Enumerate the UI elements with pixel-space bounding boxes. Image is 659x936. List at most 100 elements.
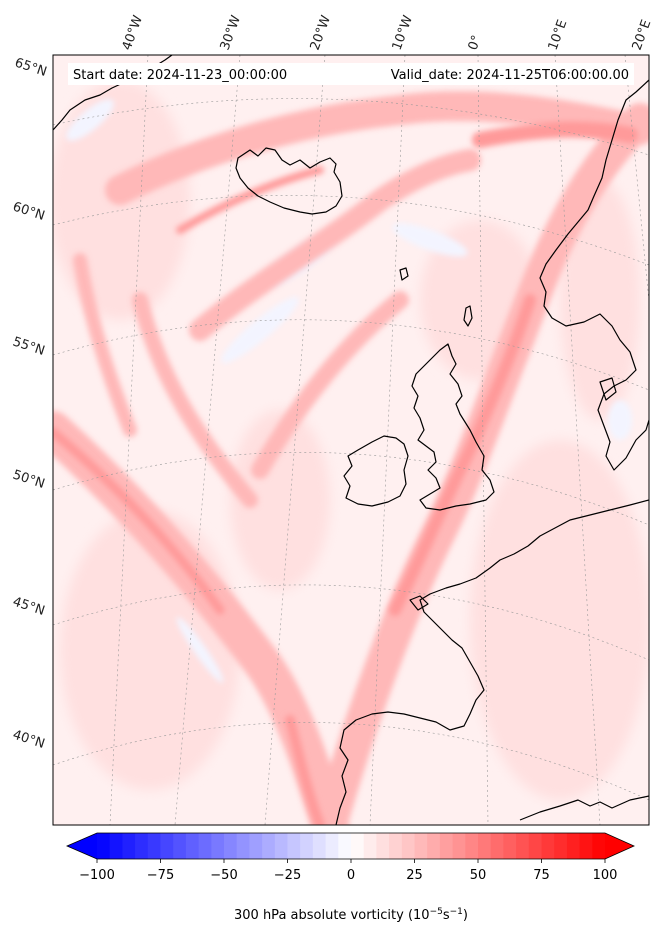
colorbar-cell xyxy=(147,833,161,859)
lon-label: 20°E xyxy=(630,18,655,53)
colorbar-cell xyxy=(249,833,263,859)
colorbar-cell xyxy=(351,833,365,859)
colorbar-label-main: 300 hPa absolute vorticity (10 xyxy=(234,908,430,923)
lat-label: 45°N xyxy=(11,595,47,619)
lat-label: 65°N xyxy=(13,56,49,80)
lon-label: 30°W xyxy=(218,13,244,52)
colorbar-label-end: ) xyxy=(463,908,468,923)
colorbar-tick-label: −25 xyxy=(274,868,301,883)
lat-label: 50°N xyxy=(11,468,47,492)
lon-label: 10°W xyxy=(390,13,416,52)
lat-label: 55°N xyxy=(11,335,47,359)
coastlines xyxy=(53,55,649,825)
colorbar-cell xyxy=(338,833,352,859)
colorbar-cell xyxy=(376,833,390,859)
coastline-great-britain xyxy=(411,343,495,511)
colorbar-cell xyxy=(389,833,403,859)
colorbar-cell xyxy=(198,833,212,859)
colorbar-cell xyxy=(312,833,327,859)
colorbar-cell xyxy=(566,833,581,859)
lon-label: 20°W xyxy=(308,13,334,52)
meridian-0 xyxy=(477,55,489,825)
colorbar-cell xyxy=(122,833,136,859)
colorbar-cell xyxy=(503,833,517,859)
colorbar-cell xyxy=(579,833,593,859)
coastline-iceland xyxy=(235,147,343,215)
colorbar-cell xyxy=(224,833,238,859)
colorbar-cell xyxy=(211,833,225,859)
valid-date-label: Valid_date: 2024-11-25T06:00:00.00 xyxy=(391,68,629,83)
colorbar-cell xyxy=(554,833,568,859)
colorbar-cell xyxy=(490,833,504,859)
lat-label: 60°N xyxy=(11,200,47,224)
vorticity-field-strong xyxy=(53,121,638,825)
colorbar-cell xyxy=(185,833,200,859)
meridian-10e xyxy=(554,55,601,825)
lon-label: 10°E xyxy=(546,18,571,53)
colorbar-cell xyxy=(262,833,276,859)
colorbar-cell xyxy=(363,833,377,859)
colorbar-extend-low xyxy=(67,833,97,859)
parallel-45n xyxy=(53,584,649,661)
colorbar-label-exp1: −5 xyxy=(430,907,443,917)
colorbar-cell xyxy=(452,833,466,859)
header-box: Start date: 2024-11-23_00:00:00 Valid_da… xyxy=(68,63,634,85)
coastline-shetland xyxy=(463,305,473,327)
colorbar-cell xyxy=(592,833,606,859)
colorbar-tick-label: −100 xyxy=(79,868,115,883)
colorbar-cell xyxy=(439,833,454,859)
colorbar-cell xyxy=(287,833,301,859)
lon-label: 0° xyxy=(466,33,485,52)
coastline-brittany xyxy=(409,595,429,611)
header-background xyxy=(68,63,634,85)
coastline-scandinavia xyxy=(539,79,649,471)
colorbar-tick-label: 75 xyxy=(533,868,550,883)
colorbar-cells xyxy=(97,833,606,859)
parallel-65n xyxy=(53,98,649,156)
colorbar-cell xyxy=(541,833,555,859)
parallel-55n xyxy=(53,319,649,391)
coastline-ireland xyxy=(343,435,409,507)
lon-label: 40°W xyxy=(120,13,146,52)
coastline-denmark xyxy=(599,377,617,401)
parallel-40n xyxy=(53,722,649,801)
map-frame xyxy=(52,54,650,826)
meridian-30w xyxy=(174,55,241,825)
colorbar-cell xyxy=(97,833,111,859)
colorbar-cell xyxy=(160,833,174,859)
colorbar-cell xyxy=(516,833,530,859)
map-panel xyxy=(53,55,649,825)
colorbar-cell xyxy=(478,833,492,859)
colorbar-tick-label: −50 xyxy=(210,868,237,883)
colorbar-cell xyxy=(427,833,441,859)
colorbar-tick-label: 0 xyxy=(347,868,355,883)
parallel-60n xyxy=(53,195,649,266)
colorbar-cell xyxy=(300,833,314,859)
colorbar-cell xyxy=(274,833,288,859)
start-date-label: Start date: 2024-11-23_00:00:00 xyxy=(73,68,287,83)
colorbar-label: 300 hPa absolute vorticity (10−5s−1) xyxy=(234,907,468,923)
coastline-mediterranean xyxy=(519,795,649,821)
colorbar-ticks: −100 −75 −50 −25 0 25 50 75 100 xyxy=(79,859,617,883)
colorbar-cell xyxy=(465,833,479,859)
colorbar-cell xyxy=(401,833,415,859)
coastline-continent xyxy=(335,499,649,825)
colorbar-label-mid: s xyxy=(443,908,450,923)
colorbar-tick-label: −75 xyxy=(147,868,174,883)
meridian-10w xyxy=(369,55,406,825)
colorbar-cell xyxy=(173,833,187,859)
colorbar-cell xyxy=(414,833,428,859)
colorbar-tick-label: 50 xyxy=(470,868,487,883)
colorbar-cell xyxy=(325,833,339,859)
colorbar-label-exp2: −1 xyxy=(450,907,463,917)
longitude-labels: 40°W 30°W 20°W 10°W 0° 10°E 20°E xyxy=(120,13,655,52)
latitude-labels: 65°N 60°N 55°N 50°N 45°N 40°N xyxy=(11,56,49,752)
colorbar: −100 −75 −50 −25 0 25 50 75 100 300 hPa absolute… xyxy=(65,832,635,923)
colorbar-cell xyxy=(528,833,542,859)
colorbar-tick-label: 100 xyxy=(593,868,618,883)
coastline-faroe xyxy=(399,267,409,281)
meridian-20w xyxy=(264,55,326,825)
colorbar-cell xyxy=(236,833,250,859)
lat-label: 40°N xyxy=(11,728,47,752)
